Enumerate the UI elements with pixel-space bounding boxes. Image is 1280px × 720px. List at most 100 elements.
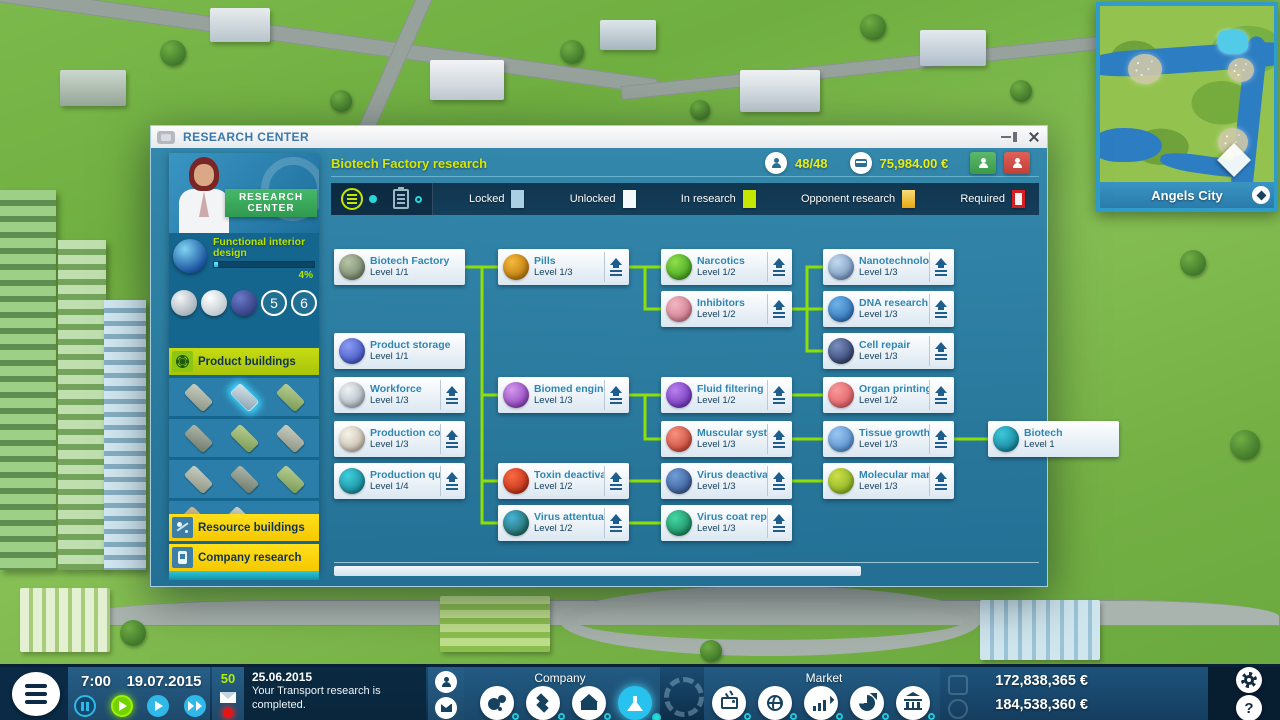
tree-node[interactable]: Inhibitors Level 1/2 <box>661 291 792 327</box>
tree-node[interactable]: Production costsLevel 1/3 <box>334 421 465 457</box>
tree-node[interactable]: Workforce Level 1/3 <box>334 377 465 413</box>
building <box>440 596 550 652</box>
close-icon[interactable] <box>1027 130 1041 144</box>
building-thumb[interactable] <box>275 423 305 453</box>
upgrade-button[interactable] <box>929 336 951 366</box>
clipboard-view-icon[interactable] <box>393 187 409 209</box>
resource-buildings-button[interactable]: Resource buildings <box>169 514 319 541</box>
advisor-icon[interactable] <box>435 671 457 693</box>
compass-button[interactable] <box>1252 186 1270 204</box>
scrollbar-track[interactable] <box>334 562 1039 563</box>
building-thumb[interactable] <box>183 464 213 494</box>
buildings-button[interactable] <box>572 686 606 720</box>
upgrade-button[interactable] <box>604 380 626 410</box>
building-thumb[interactable] <box>275 464 305 494</box>
company-research-button[interactable]: Company research <box>169 544 319 571</box>
tree-node[interactable]: Tissue growth an...Level 1/3 <box>823 421 954 457</box>
upgrade-button[interactable] <box>929 294 951 324</box>
tree-node[interactable]: Virus attentuationLevel 1/2 <box>498 505 629 541</box>
help-button[interactable]: ? <box>1236 695 1262 720</box>
play-button[interactable] <box>110 695 133 717</box>
tree-node[interactable]: Muscular systemsLevel 1/3 <box>661 421 792 457</box>
building-thumb[interactable] <box>275 382 305 412</box>
tree-node[interactable]: Pills Level 1/3 <box>498 249 629 285</box>
product-buildings-button[interactable]: Product buildings <box>169 348 319 375</box>
tree-node[interactable]: Biotech Factory Level 1/1 <box>334 249 465 285</box>
notification-message[interactable]: 25.06.2015 Your Transport research is co… <box>244 667 426 720</box>
upgrade-button[interactable] <box>440 466 462 496</box>
research-slot-orb[interactable] <box>201 290 227 316</box>
upgrade-button[interactable] <box>604 252 626 282</box>
hire-researcher-button[interactable] <box>970 152 997 174</box>
upgrade-button[interactable] <box>929 380 951 410</box>
upgrade-button[interactable] <box>604 508 626 538</box>
research-button-active[interactable] <box>618 686 652 720</box>
upgrade-button[interactable] <box>604 466 626 496</box>
research-slot-orb[interactable] <box>171 290 197 316</box>
tree-node[interactable]: Production qualityLevel 1/4 <box>334 463 465 499</box>
research-progress-percent: 4% <box>298 270 313 281</box>
world-market-button[interactable] <box>758 686 792 720</box>
upgrade-button[interactable] <box>440 424 462 454</box>
statistics-button[interactable] <box>804 686 838 720</box>
market-share-button[interactable] <box>850 686 884 720</box>
research-orb-icon <box>503 510 529 536</box>
tree-node[interactable]: NanotechnologyLevel 1/3 <box>823 249 954 285</box>
message-icon[interactable] <box>435 697 457 719</box>
building-thumb-selected[interactable] <box>229 382 259 412</box>
products-button[interactable] <box>480 686 514 720</box>
screenshot-icon[interactable] <box>948 675 968 695</box>
pin-icon[interactable] <box>1001 130 1017 144</box>
upgrade-button[interactable] <box>440 380 462 410</box>
logistics-button[interactable] <box>526 686 560 720</box>
list-view-icon[interactable] <box>341 188 363 210</box>
research-slot-orb[interactable] <box>231 290 257 316</box>
fastest-speed-button[interactable] <box>183 695 206 717</box>
tree-node[interactable]: Product storage Level 1/1 <box>334 333 465 369</box>
upgrade-button[interactable] <box>767 424 789 454</box>
research-sidebar: RESEARCH CENTER Functional interior desi… <box>169 153 319 571</box>
tree-node[interactable]: Biomed engineeredLevel 1/3 <box>498 377 629 413</box>
tree-node[interactable]: Virus deactivation...Level 1/3 <box>661 463 792 499</box>
research-slot-6[interactable]: 6 <box>291 290 317 316</box>
fire-researcher-button[interactable] <box>1004 152 1031 174</box>
building-thumb[interactable] <box>183 382 213 412</box>
tree-node[interactable]: Organ printing Level 1/2 <box>823 377 954 413</box>
pause-button[interactable] <box>74 695 96 717</box>
building-thumb[interactable] <box>229 423 259 453</box>
tree-node[interactable]: DNA research Level 1/3 <box>823 291 954 327</box>
tree-node[interactable]: Toxin deactivationLevel 1/2 <box>498 463 629 499</box>
minimap[interactable]: Angels City <box>1096 2 1278 212</box>
media-button[interactable] <box>712 686 746 720</box>
node-level: Level 1/3 <box>859 439 898 450</box>
company-value: 172,838,365 € <box>995 673 1088 689</box>
upgrade-button[interactable] <box>929 466 951 496</box>
tree-node[interactable]: Molecular manipu...Level 1/3 <box>823 463 954 499</box>
main-menu-button[interactable] <box>12 672 60 716</box>
world-icon[interactable] <box>948 699 968 719</box>
window-titlebar[interactable]: RESEARCH CENTER <box>151 126 1047 148</box>
scrollbar-thumb[interactable] <box>334 566 861 576</box>
tree <box>160 40 186 66</box>
mail-icon[interactable] <box>220 691 236 703</box>
research-slot-5[interactable]: 5 <box>261 290 287 316</box>
upgrade-button[interactable] <box>929 252 951 282</box>
bank-button[interactable] <box>896 686 930 720</box>
minimap-terrain[interactable] <box>1100 6 1274 182</box>
tree-node[interactable]: Virus coat replicat...Level 1/3 <box>661 505 792 541</box>
upgrade-button[interactable] <box>767 380 789 410</box>
building-thumb[interactable] <box>229 464 259 494</box>
tree-node[interactable]: Cell repair Level 1/3 <box>823 333 954 369</box>
building-thumb[interactable] <box>183 423 213 453</box>
settings-button[interactable] <box>1236 667 1262 693</box>
upgrade-button[interactable] <box>767 466 789 496</box>
upgrade-button[interactable] <box>929 424 951 454</box>
tree-node[interactable]: Narcotics Level 1/2 <box>661 249 792 285</box>
tree-node[interactable]: Biotech Level 1 <box>988 421 1119 457</box>
upgrade-button[interactable] <box>767 294 789 324</box>
fast-speed-button[interactable] <box>147 695 170 717</box>
upgrade-button[interactable] <box>767 508 789 538</box>
upgrade-button[interactable] <box>767 252 789 282</box>
research-orb-icon <box>993 426 1019 452</box>
tree-node[interactable]: Fluid filtering Level 1/2 <box>661 377 792 413</box>
